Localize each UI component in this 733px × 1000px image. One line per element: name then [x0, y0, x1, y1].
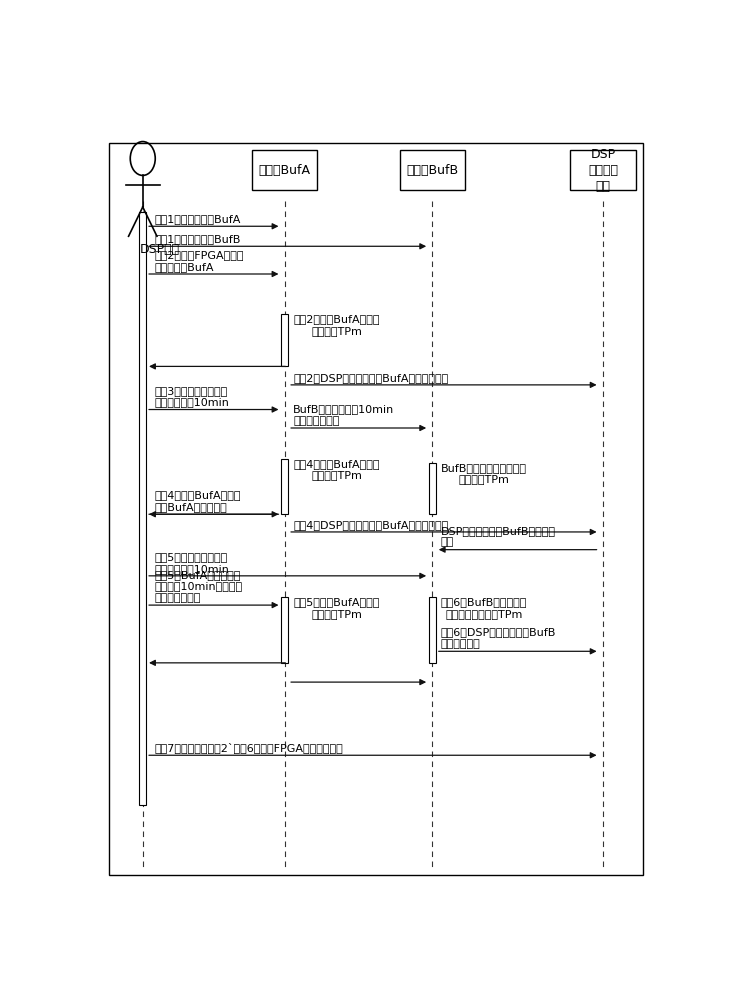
Bar	[399, 150, 465, 190]
Text: DSP
数据计算
单元: DSP 数据计算 单元	[588, 148, 618, 193]
Bar	[281, 597, 288, 663]
Text: DSP系统: DSP系统	[140, 243, 180, 256]
Bar	[281, 314, 288, 366]
Text: 缓冲区BufB: 缓冲区BufB	[406, 164, 459, 177]
Text: 步骤5：接收到的数据绝
对时间标签为10min: 步骤5：接收到的数据绝 对时间标签为10min	[154, 552, 229, 574]
Bar	[429, 463, 436, 514]
Bar	[252, 150, 317, 190]
Text: 步骤5：BufA跳转为工作
状态，从10min时间点开
始存储采样数据: 步骤5：BufA跳转为工作 状态，从10min时间点开 始存储采样数据	[154, 570, 242, 603]
Text: 步骤7：重复进行步骤2`步骤6，直到FPGA停止数据采样: 步骤7：重复进行步骤2`步骤6，直到FPGA停止数据采样	[154, 742, 343, 753]
Text: 步骤2：接收FPGA采样数
据并存储到BufA: 步骤2：接收FPGA采样数 据并存储到BufA	[154, 250, 243, 272]
Text: BufB开始工作，从10min
时间点开始存储: BufB开始工作，从10min 时间点开始存储	[293, 404, 394, 426]
Text: 步骤1：创建缓冲区BufA: 步骤1：创建缓冲区BufA	[154, 214, 240, 224]
Text: 步骤5：直到BufA存出数
据长度为TPm: 步骤5：直到BufA存出数 据长度为TPm	[293, 597, 380, 619]
Text: 步骤2：直到BufA存出数
据长度为TPm: 步骤2：直到BufA存出数 据长度为TPm	[293, 314, 380, 336]
Bar	[281, 459, 288, 514]
Text: 步骤1：创建缓冲区BufB: 步骤1：创建缓冲区BufB	[154, 234, 240, 244]
Text: BufB连续存储数据直到数
据长度为TPm: BufB连续存储数据直到数 据长度为TPm	[441, 463, 527, 484]
Bar	[429, 597, 436, 663]
Text: 步骤6：BufB连续存储数
据直到数据长度为TPm: 步骤6：BufB连续存储数 据直到数据长度为TPm	[441, 597, 527, 619]
Text: DSP计算单元计算BufB各类电气
参数: DSP计算单元计算BufB各类电气 参数	[441, 526, 556, 547]
Bar	[570, 150, 636, 190]
Text: 步骤3：接收到的数据绝
对时间标签为10min: 步骤3：接收到的数据绝 对时间标签为10min	[154, 386, 229, 407]
Text: 步骤4：直到BufA存出数
据长度为TPm: 步骤4：直到BufA存出数 据长度为TPm	[293, 459, 380, 480]
Text: 步骤2：DSP计算单元计算BufA各类电气参数: 步骤2：DSP计算单元计算BufA各类电气参数	[293, 373, 449, 383]
Text: 步骤6：DSP计算单元计算BufB
各类电气参数: 步骤6：DSP计算单元计算BufB 各类电气参数	[441, 627, 556, 649]
Text: 缓冲区BufA: 缓冲区BufA	[259, 164, 311, 177]
Text: 步骤4：DSP计算单元计算BufA各类电气参数: 步骤4：DSP计算单元计算BufA各类电气参数	[293, 520, 449, 530]
Text: 步骤4：停止BufA数据存
储，BufA为待机状态: 步骤4：停止BufA数据存 储，BufA为待机状态	[154, 490, 240, 512]
Bar	[139, 212, 146, 805]
